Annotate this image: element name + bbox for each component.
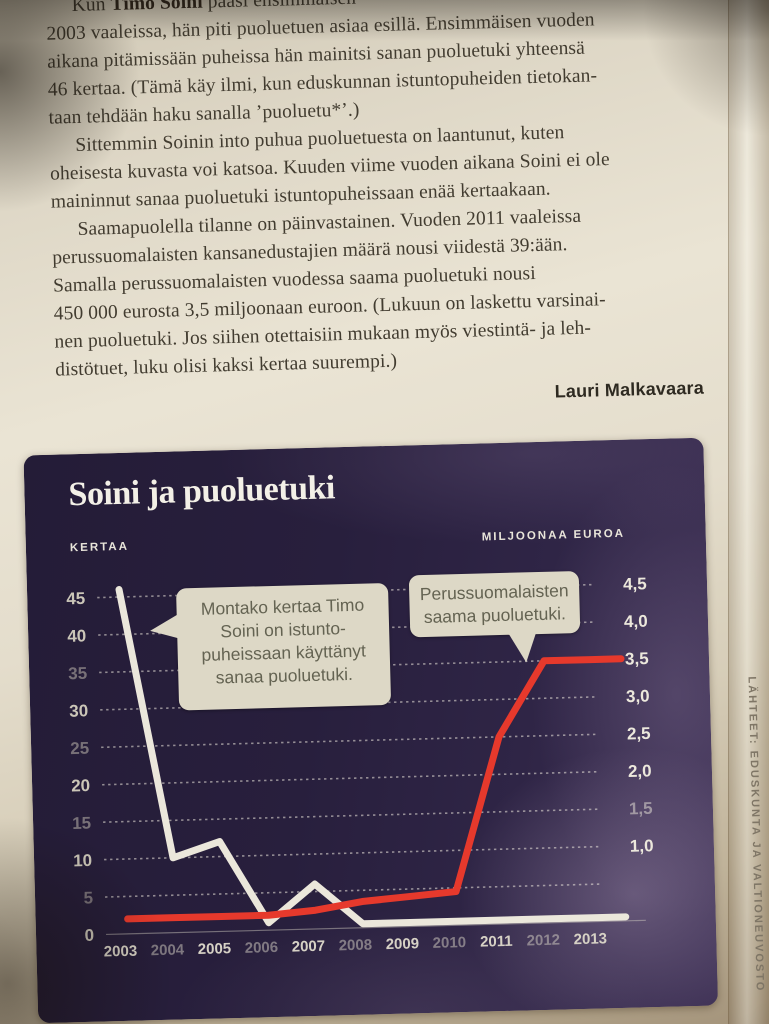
left-axis-tick-label: 45 [66, 589, 85, 608]
x-axis-year-label: 2013 [573, 930, 607, 948]
left-axis-tick-label: 40 [67, 626, 86, 645]
bold-name: Timo Soini [110, 0, 204, 16]
callout-kertaa: Montako kertaa Timo Soini on istunto- pu… [176, 582, 392, 711]
article-text: Kun Timo Soini pääsi ensimmäisen 2003 va… [45, 0, 706, 419]
x-axis-year-label: 2007 [292, 938, 326, 956]
gridline [103, 808, 601, 823]
gridline [102, 770, 600, 786]
left-axis-tick-label: 5 [83, 888, 93, 907]
x-axis-year-label: 2004 [151, 941, 185, 959]
right-axis-tick-label: 3,5 [625, 649, 649, 669]
dual-axis-line-chart: 0 5 10 15 20 25 30 35 40 45 4,5 4,0 3,5 3,0 2,5 2,0 1,5 1… [66, 574, 654, 961]
callout-puoluetuki: Perussuomalaisten saama puoluetuki. [408, 570, 581, 637]
x-axis-year-label: 2005 [198, 940, 232, 958]
right-axis-tick-label: 4,0 [624, 612, 648, 632]
x-axis-year-label: 2006 [245, 939, 279, 957]
right-axis-tick-label: 1,5 [629, 799, 653, 819]
callout-text-line: saama puoluetuki. [423, 603, 567, 628]
gridline [101, 733, 599, 749]
left-axis-tick-label: 15 [72, 813, 91, 832]
gridline [105, 883, 603, 898]
right-axis-tick-label: 2,5 [627, 724, 651, 744]
right-axis-tick-label: 4,5 [623, 574, 647, 594]
right-axis-tick-label: 2,0 [628, 761, 652, 781]
right-axis-tick-label: 3,0 [626, 687, 650, 707]
left-axis-tick-label: 0 [84, 926, 94, 945]
left-axis-tick-label: 20 [71, 776, 90, 795]
x-axis-year-label: 2009 [385, 935, 419, 953]
right-axis-tick-label: 1,0 [630, 836, 654, 856]
left-axis-tick-label: 35 [68, 664, 87, 683]
sources-caption: LÄHTEET: EDUSKUNTA JA VALTIONEUVOSTO [745, 676, 766, 993]
x-axis-year-label: 2003 [104, 943, 138, 961]
x-axis-year-label: 2012 [526, 932, 560, 950]
left-axis-tick-label: 25 [70, 739, 89, 758]
x-axis-year-label: 2008 [339, 936, 373, 954]
left-axis-tick-label: 10 [73, 851, 92, 870]
chart-panel: Soini ja puoluetuki KERTAA MILJOONAA EUR… [23, 437, 719, 1024]
x-axis-year-label: 2010 [432, 934, 466, 952]
left-axis-tick-label: 30 [69, 701, 88, 720]
x-axis-year-label: 2011 [480, 933, 513, 951]
